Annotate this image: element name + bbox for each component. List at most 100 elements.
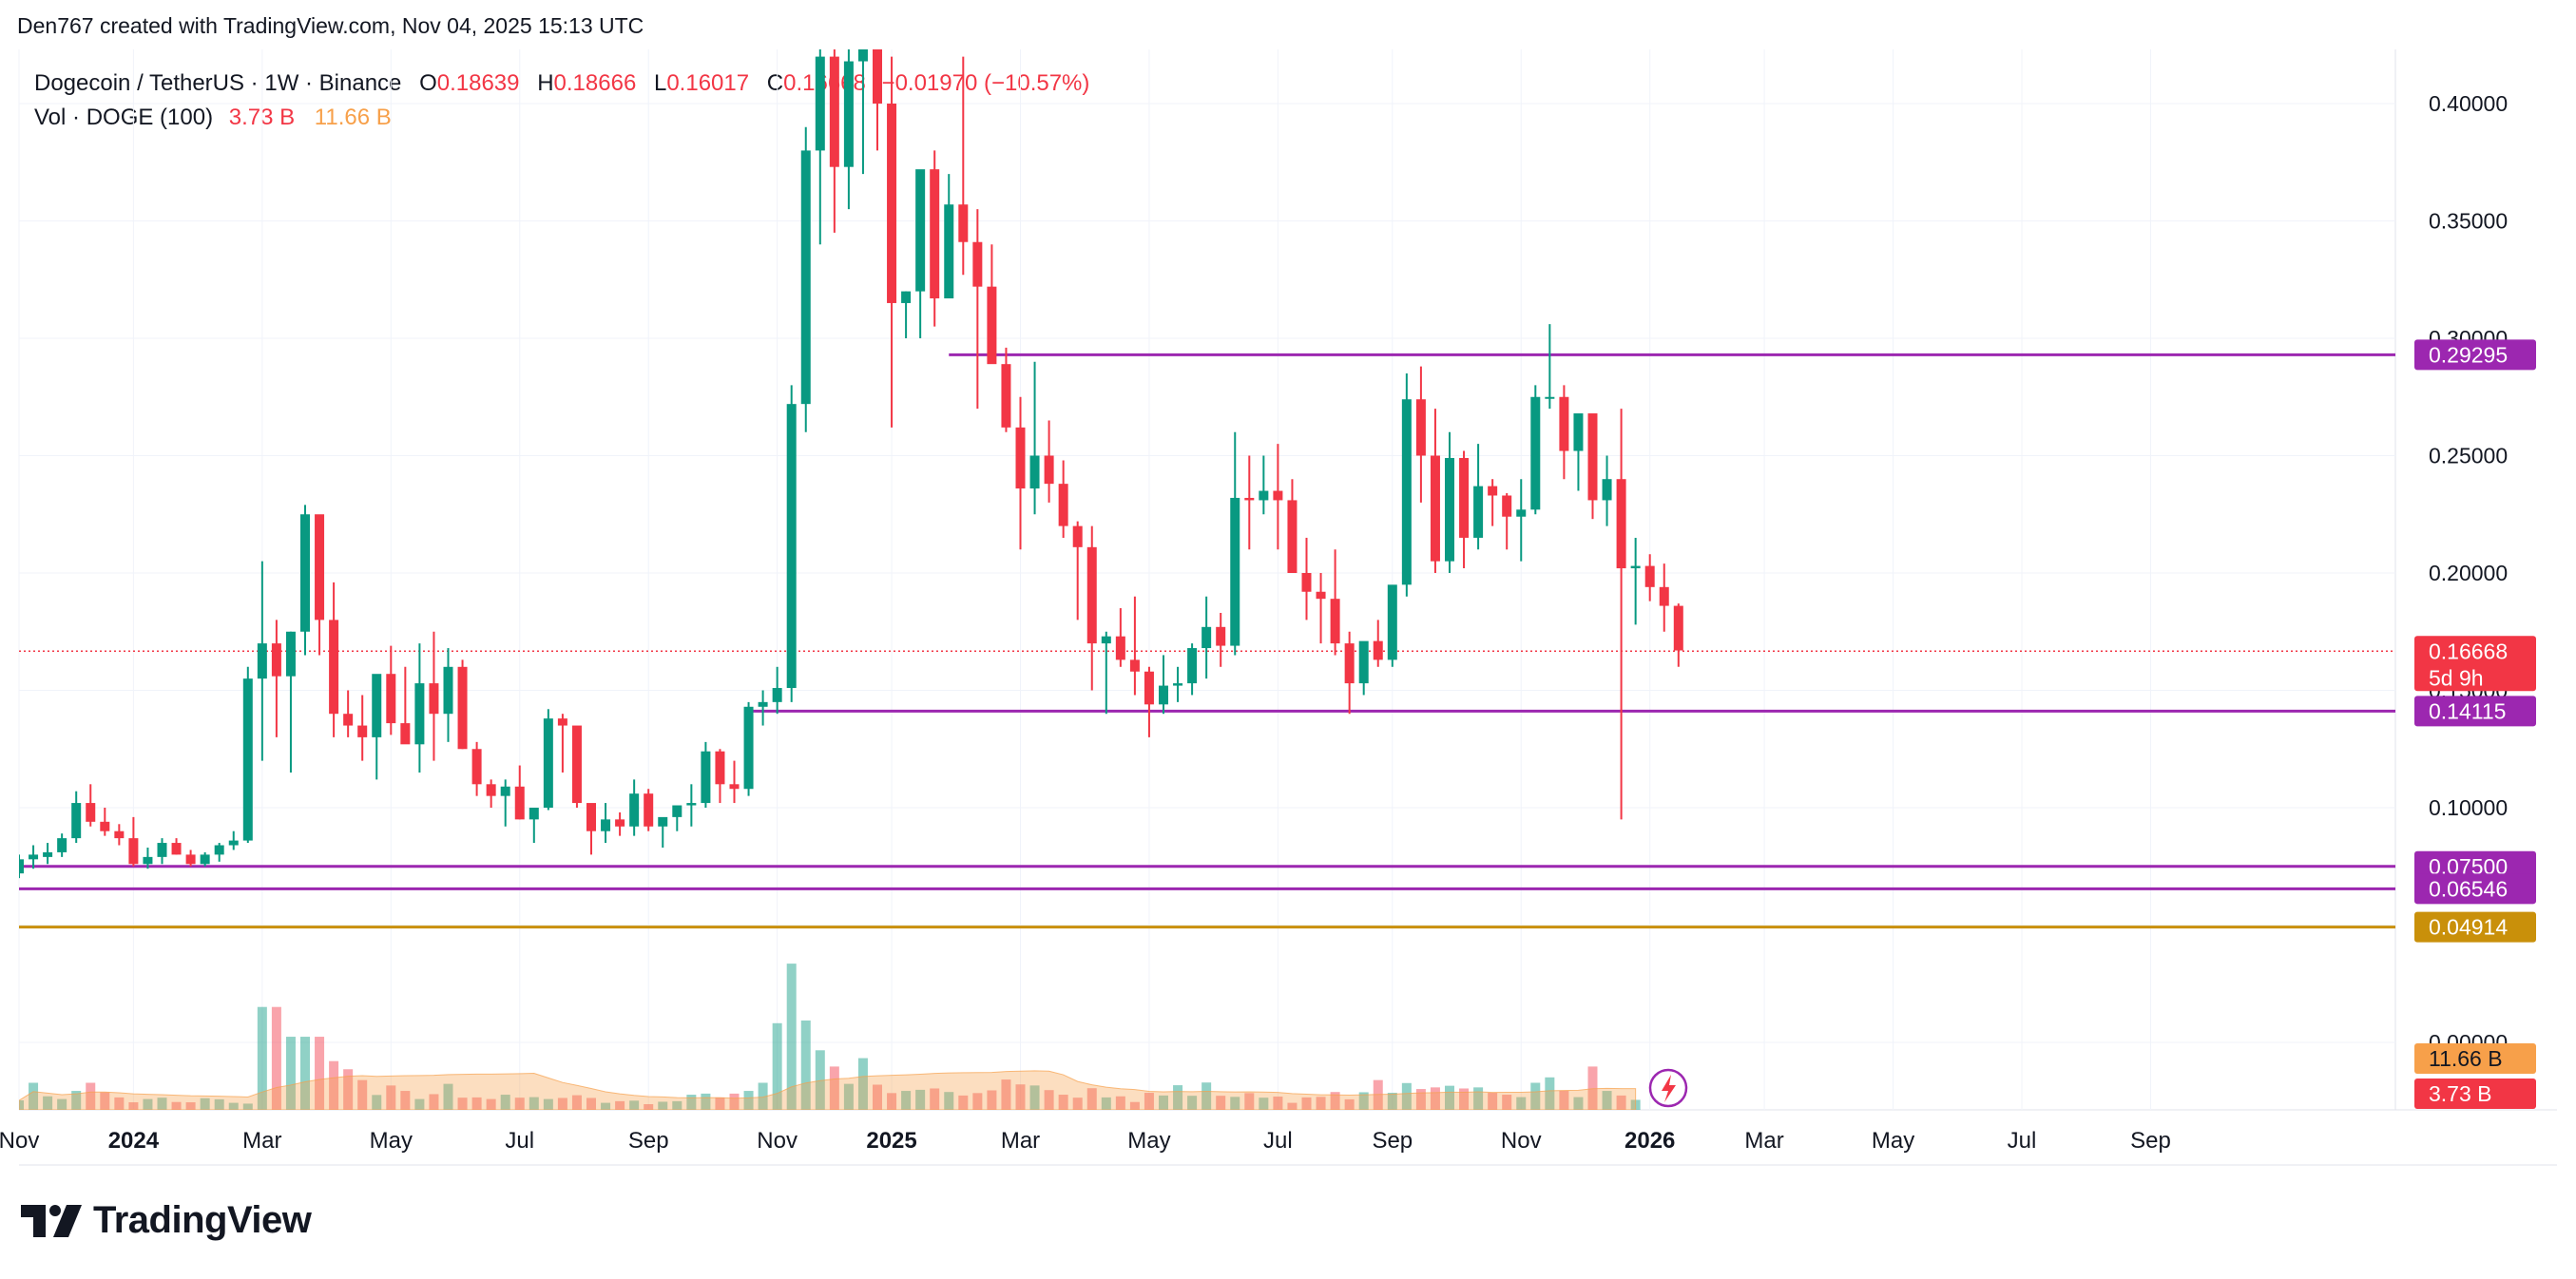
open-value: 0.18639: [436, 70, 520, 96]
volume-bar: [1187, 1096, 1198, 1110]
y-tick-label: 0.35000: [2429, 209, 2508, 234]
candle-body: [414, 683, 425, 745]
tradingview-logo[interactable]: TradingView: [21, 1199, 312, 1242]
candle-body: [1473, 486, 1484, 538]
candle-body: [772, 688, 782, 702]
volume-bar: [672, 1100, 682, 1110]
candle-body: [486, 784, 496, 796]
x-tick-label: 2025: [866, 1128, 916, 1154]
candle-body: [1602, 479, 1612, 501]
x-tick-label: May: [1127, 1128, 1170, 1154]
volume-bar: [857, 1058, 868, 1110]
candle-body: [372, 674, 382, 737]
volume-bar: [1502, 1095, 1512, 1110]
candle-body: [1230, 497, 1240, 646]
price-chart[interactable]: 0.400000.350000.300000.250000.200000.150…: [0, 0, 2576, 1178]
volume-bar: [1330, 1092, 1340, 1110]
high-key: H: [537, 70, 554, 96]
candle-body: [285, 631, 296, 677]
candle-body: [887, 104, 897, 303]
volume-bar: [1344, 1098, 1355, 1110]
volume-bar: [701, 1093, 711, 1110]
y-tick-label: 0.25000: [2429, 444, 2508, 468]
volume-bar: [601, 1102, 611, 1110]
volume-bar: [514, 1098, 525, 1110]
volume-bar: [758, 1082, 768, 1110]
volume-bar: [1602, 1091, 1612, 1110]
volume-bar: [729, 1093, 740, 1110]
candle-body: [1044, 455, 1054, 485]
volume-bar: [100, 1092, 110, 1110]
price-level-badge-bg: [2414, 339, 2536, 371]
candle-body: [514, 786, 525, 820]
volume-bar: [257, 1006, 267, 1110]
tradingview-logo-icon: [21, 1204, 82, 1237]
candle-body: [1344, 643, 1355, 684]
candle-body: [944, 204, 954, 299]
volume-bar: [1259, 1098, 1269, 1110]
candle-body: [930, 169, 940, 299]
volume-bar: [1072, 1098, 1083, 1110]
volume-bar: [571, 1095, 582, 1110]
candle-body: [257, 643, 267, 679]
volume-bar: [71, 1091, 82, 1110]
x-tick-label: Mar: [1001, 1128, 1040, 1154]
candle-body: [1301, 573, 1312, 592]
candle-body: [571, 725, 582, 804]
volume-bar: [1201, 1082, 1212, 1110]
volume-bar: [372, 1095, 382, 1110]
volume-bar: [644, 1104, 654, 1110]
volume-bar: [1488, 1093, 1498, 1110]
candle-body: [1001, 364, 1011, 428]
candle-body: [615, 819, 625, 827]
candle-body: [457, 666, 468, 750]
volume-bar: [386, 1085, 396, 1110]
volume-bar: [987, 1090, 997, 1110]
volume-bar: [1029, 1085, 1040, 1110]
replay-button[interactable]: [1648, 1068, 1688, 1108]
candle-body: [157, 843, 167, 857]
volume-bar: [271, 1006, 281, 1110]
candle-body: [300, 514, 310, 632]
candle-body: [429, 683, 439, 715]
volume-bar: [1415, 1089, 1426, 1110]
x-tick-label: 2026: [1624, 1128, 1675, 1154]
volume-bar: [429, 1094, 439, 1110]
volume-bar: [972, 1093, 983, 1110]
volume-bar: [171, 1101, 182, 1110]
candle-body: [658, 816, 668, 827]
volume-bar: [357, 1079, 368, 1110]
price-level-badge-bg: [2414, 911, 2536, 943]
volume-bar: [500, 1095, 510, 1110]
volume-label[interactable]: Vol · DOGE (100): [34, 105, 214, 130]
candle-body: [1259, 490, 1269, 501]
chart-caption: Den767 created with TradingView.com, Nov…: [17, 13, 644, 38]
candle-body: [1502, 495, 1512, 517]
volume-bar: [1216, 1096, 1226, 1110]
x-tick-label: Jul: [505, 1128, 534, 1154]
price-level-badge: 0.29295: [2414, 339, 2536, 371]
candle-body: [629, 793, 640, 827]
candle-body: [1072, 525, 1083, 547]
candle-body: [829, 56, 839, 167]
volume-bar: [615, 1100, 625, 1110]
candle-body: [1373, 640, 1383, 660]
volume-bar: [1287, 1102, 1298, 1110]
symbol-label[interactable]: Dogecoin / TetherUS · 1W · Binance: [34, 70, 402, 96]
candle-body: [758, 701, 768, 707]
price-level-badge-text: 0.04914: [2429, 915, 2508, 940]
volume-bar: [315, 1037, 325, 1110]
candle-body: [1187, 648, 1198, 684]
volume-bar: [486, 1098, 496, 1110]
close-key: C: [766, 70, 784, 96]
candle-body: [915, 169, 926, 292]
volume-bar: [1301, 1097, 1312, 1110]
candle-body: [1387, 584, 1397, 660]
volume-bar: [1473, 1087, 1484, 1110]
price-level-badge-text: 0.14115: [2429, 698, 2506, 723]
candle-body: [1159, 685, 1168, 705]
candle-body: [1173, 683, 1183, 686]
volume-bar: [629, 1100, 640, 1110]
candle-body: [1459, 457, 1470, 538]
